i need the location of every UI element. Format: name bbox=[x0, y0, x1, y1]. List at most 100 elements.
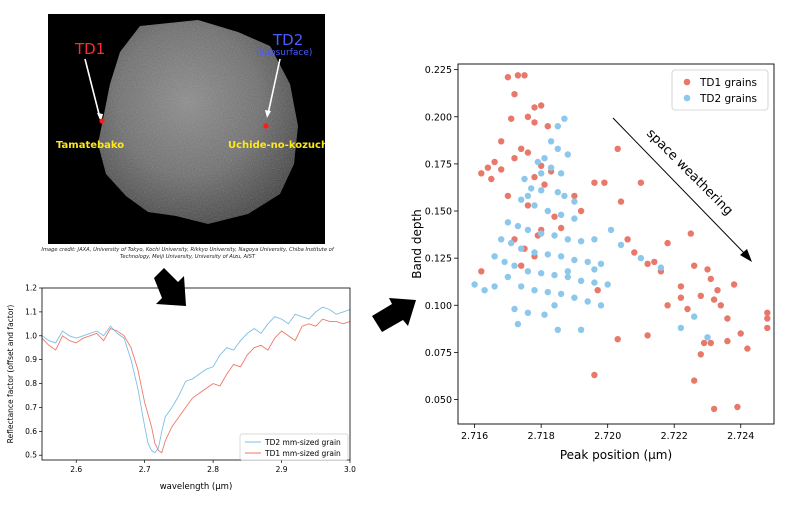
scatter-point-td1 bbox=[764, 324, 771, 332]
spectrum-xtick-label: 3.0 bbox=[344, 465, 356, 474]
scatter-point-td2 bbox=[564, 273, 571, 281]
scatter-ytick-label: 0.050 bbox=[425, 395, 452, 406]
scatter-point-td2 bbox=[544, 288, 551, 296]
scatter-point-td1 bbox=[664, 302, 671, 309]
scatter-point-td2 bbox=[504, 273, 512, 281]
scatter-point-td2 bbox=[538, 187, 545, 194]
scatter-point-td2 bbox=[511, 262, 518, 269]
scatter-point-td2 bbox=[551, 232, 558, 239]
spectrum-series-line-td2 bbox=[41, 306, 351, 454]
scatter-point-td1 bbox=[508, 115, 515, 122]
tamatebako-label: Tamatebako bbox=[56, 140, 124, 151]
spectrum-ytick-label: 1.1 bbox=[25, 307, 37, 316]
scatter-point-td2 bbox=[604, 281, 611, 288]
scatter-point-td2 bbox=[518, 283, 525, 290]
spectrum-xtick-label: 2.8 bbox=[207, 465, 219, 474]
scatter-point-td1 bbox=[644, 332, 651, 339]
scatter-point-td1 bbox=[591, 371, 598, 379]
scatter-point-td1 bbox=[577, 207, 585, 215]
scatter-point-td2 bbox=[508, 239, 515, 247]
scatter-point-td1 bbox=[511, 155, 518, 162]
spectrum-xtick-label: 2.9 bbox=[276, 465, 288, 474]
scatter-point-td2 bbox=[524, 309, 532, 316]
spectrum-xlabel: wavelength (μm) bbox=[160, 482, 233, 492]
scatter-point-td2 bbox=[557, 211, 565, 218]
space-weathering-arrow bbox=[612, 117, 747, 256]
scatter-ytick-label: 0.075 bbox=[425, 348, 452, 359]
scatter-point-td1 bbox=[614, 145, 621, 152]
scatter-point-td2 bbox=[531, 202, 538, 209]
scatter-point-td1 bbox=[687, 230, 694, 237]
scatter-point-td2 bbox=[524, 226, 532, 234]
scatter-point-td2 bbox=[554, 189, 561, 196]
scatter-chart: 2.716 2.718 2.720 2.722 2.724 0.050 0.075 0.10… bbox=[400, 56, 800, 507]
scatter-point-td1 bbox=[707, 275, 714, 283]
scatter-legend: TD1 grains TD2 grains bbox=[671, 69, 769, 111]
scatter-point-td2 bbox=[538, 170, 545, 177]
scatter-ytick-label: 0.225 bbox=[425, 65, 452, 76]
scatter-point-td2 bbox=[584, 258, 591, 266]
scatter-point-td2 bbox=[704, 334, 711, 341]
right-arrow-icon bbox=[372, 298, 416, 332]
scatter-point-td2 bbox=[524, 192, 532, 200]
scatter-point-td1 bbox=[697, 292, 704, 299]
spectrum-ytick-label: 0.7 bbox=[25, 403, 37, 412]
scatter-point-td1 bbox=[524, 113, 532, 120]
space-weathering-annotation: space weathering bbox=[643, 126, 735, 218]
scatter-point-td1 bbox=[491, 158, 498, 166]
scatter-point-td2 bbox=[591, 236, 598, 243]
scatter-point-td2 bbox=[538, 270, 545, 277]
scatter-point-td1 bbox=[710, 405, 718, 413]
scatter-point-td2 bbox=[491, 283, 498, 290]
scatter-point-td1 bbox=[724, 315, 731, 322]
scatter-ylabel: Band depth bbox=[410, 209, 424, 279]
spectrum-xtick-label: 2.6 bbox=[70, 465, 82, 474]
scatter-point-td2 bbox=[547, 164, 555, 171]
scatter-point-td2 bbox=[501, 258, 508, 266]
scatter-point-td2 bbox=[544, 207, 551, 215]
scatter-point-td1 bbox=[704, 266, 711, 273]
scatter-point-td2 bbox=[571, 198, 578, 205]
scatter-axes-frame bbox=[457, 63, 775, 425]
scatter-point-td1 bbox=[478, 268, 485, 275]
scatter-point-td2 bbox=[561, 192, 568, 200]
scatter-point-td2 bbox=[691, 313, 698, 320]
scatter-point-td1 bbox=[551, 213, 558, 220]
scatter-point-td2 bbox=[514, 222, 522, 230]
scatter-xtick-label: 2.716 bbox=[461, 431, 488, 442]
td2-site-marker bbox=[263, 123, 269, 129]
spectrum-plot-area bbox=[41, 306, 351, 454]
scatter-point-td1 bbox=[531, 173, 538, 181]
spectrum-ytick-label: 0.5 bbox=[25, 451, 37, 460]
scatter-point-td2 bbox=[538, 230, 545, 237]
scatter-point-td2 bbox=[571, 256, 578, 264]
scatter-point-td1 bbox=[707, 339, 714, 347]
spectrum-xtick-label: 2.7 bbox=[139, 465, 151, 474]
scatter-point-td2 bbox=[541, 155, 548, 162]
asteroid-image: TD1 TD2 (subsurface) Tamatebako Uchide-n… bbox=[48, 14, 332, 244]
scatter-point-td1 bbox=[700, 339, 708, 347]
scatter-point-td2 bbox=[514, 320, 522, 328]
scatter-ytick-label: 0.200 bbox=[425, 112, 452, 123]
image-credit: Image credit: JAXA, University of Tokyo,… bbox=[41, 247, 334, 260]
scatter-point-td1 bbox=[531, 104, 538, 111]
scatter-point-td2 bbox=[551, 302, 558, 309]
scatter-point-td1 bbox=[724, 337, 731, 345]
scatter-xtick-label: 2.722 bbox=[661, 431, 688, 442]
td1-site-marker bbox=[99, 118, 105, 124]
scatter-point-td1 bbox=[764, 315, 771, 322]
scatter-point-td1 bbox=[488, 175, 495, 183]
scatter-point-td1 bbox=[504, 192, 512, 200]
scatter-point-td2 bbox=[561, 115, 568, 122]
scatter-point-td1 bbox=[714, 287, 721, 294]
scatter-point-td2 bbox=[524, 268, 532, 275]
scatter-point-td1 bbox=[691, 262, 698, 269]
scatter-xtick-label: 2.720 bbox=[594, 431, 621, 442]
asteroid-photo: TD1 TD2 (subsurface) Tamatebako Uchide-n… bbox=[48, 14, 332, 244]
down-arrow-icon bbox=[154, 268, 186, 306]
scatter-point-td1 bbox=[521, 72, 528, 79]
scatter-point-td2 bbox=[577, 277, 585, 284]
scatter-point-td2 bbox=[481, 287, 488, 294]
space-weathering-arrowhead bbox=[740, 249, 752, 262]
scatter-point-td1 bbox=[684, 305, 691, 313]
